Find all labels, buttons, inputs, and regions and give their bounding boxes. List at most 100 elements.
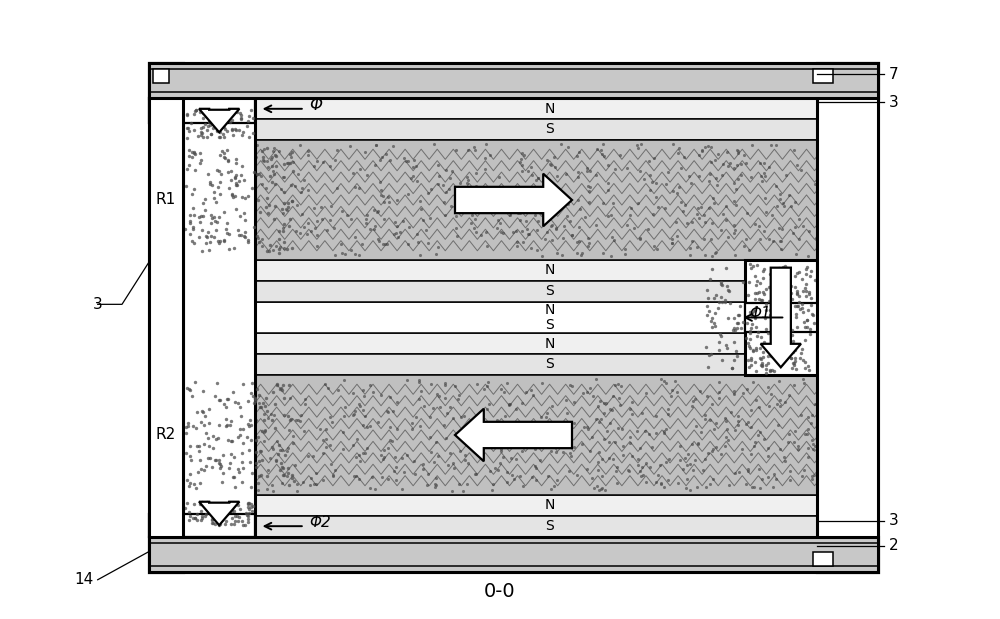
Point — [217, 171, 233, 181]
Point — [359, 210, 375, 220]
Point — [745, 346, 761, 356]
Point — [451, 390, 467, 400]
Point — [493, 446, 509, 456]
Point — [210, 236, 226, 246]
Point — [816, 212, 832, 222]
Point — [519, 223, 535, 233]
Point — [256, 427, 272, 437]
Point — [303, 474, 319, 483]
Point — [407, 470, 423, 480]
Point — [228, 178, 244, 188]
Point — [226, 519, 242, 529]
Point — [789, 160, 805, 170]
Point — [211, 166, 227, 176]
FancyArrow shape — [199, 109, 239, 132]
Point — [603, 251, 619, 261]
Point — [372, 155, 388, 165]
Point — [188, 483, 204, 493]
Point — [279, 244, 295, 254]
Point — [590, 465, 606, 475]
Bar — [817, 63, 878, 572]
Point — [690, 203, 706, 213]
Point — [706, 423, 722, 433]
Point — [376, 452, 392, 462]
Point — [385, 141, 401, 151]
Point — [658, 457, 674, 467]
Point — [767, 292, 783, 301]
Point — [275, 172, 291, 182]
Point — [189, 457, 205, 467]
Point — [502, 399, 518, 409]
Point — [727, 425, 743, 435]
Point — [375, 454, 391, 464]
Point — [373, 185, 389, 195]
Point — [386, 229, 402, 239]
Point — [248, 447, 264, 457]
Point — [382, 435, 398, 445]
Point — [601, 437, 617, 447]
Point — [614, 424, 630, 434]
Point — [747, 271, 763, 280]
Point — [253, 470, 269, 480]
Point — [354, 239, 370, 249]
Point — [736, 150, 752, 160]
Point — [615, 450, 631, 460]
Point — [542, 159, 558, 169]
Point — [783, 201, 799, 211]
Point — [648, 178, 664, 188]
Point — [202, 145, 218, 155]
Point — [745, 377, 761, 387]
Point — [713, 279, 729, 288]
Point — [749, 260, 765, 270]
Point — [753, 360, 769, 370]
Point — [750, 430, 766, 440]
Point — [760, 358, 776, 368]
Point — [726, 178, 742, 188]
Point — [240, 517, 256, 527]
Point — [751, 287, 767, 297]
Point — [600, 160, 616, 170]
Point — [726, 323, 742, 333]
Point — [270, 449, 286, 459]
Point — [408, 161, 424, 171]
Point — [285, 438, 301, 448]
Point — [756, 289, 772, 299]
Point — [821, 384, 837, 394]
Point — [315, 475, 331, 485]
Point — [706, 293, 722, 303]
Point — [602, 404, 618, 414]
Point — [801, 289, 817, 299]
Point — [533, 189, 549, 199]
Point — [733, 170, 749, 180]
Point — [708, 443, 724, 452]
Point — [206, 499, 222, 509]
Point — [254, 426, 270, 436]
Point — [672, 441, 688, 451]
Point — [508, 404, 524, 414]
Point — [697, 217, 713, 227]
Point — [251, 456, 267, 466]
Point — [429, 389, 445, 399]
Point — [325, 470, 341, 480]
Point — [605, 454, 621, 464]
Point — [362, 422, 378, 431]
Point — [728, 184, 744, 194]
Point — [182, 168, 198, 178]
Point — [632, 465, 648, 475]
Point — [694, 147, 710, 157]
Point — [191, 441, 207, 451]
Point — [448, 211, 464, 221]
Point — [237, 232, 253, 242]
Point — [752, 235, 768, 245]
Point — [268, 241, 284, 251]
Point — [373, 391, 389, 400]
Bar — [255, 301, 844, 334]
Point — [396, 153, 412, 163]
Point — [389, 221, 405, 231]
Point — [196, 420, 212, 430]
Point — [579, 387, 595, 397]
Point — [603, 210, 619, 220]
Text: N: N — [544, 303, 555, 317]
Point — [573, 250, 589, 260]
Point — [224, 440, 240, 450]
